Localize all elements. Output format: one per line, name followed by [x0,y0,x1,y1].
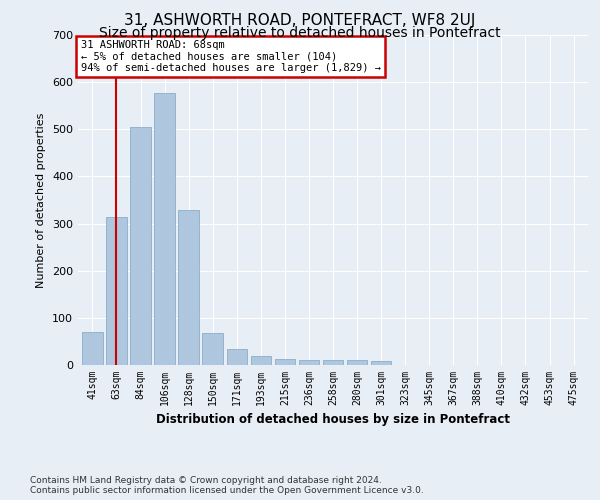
Text: Contains HM Land Registry data © Crown copyright and database right 2024.
Contai: Contains HM Land Registry data © Crown c… [30,476,424,495]
Bar [227,348,247,365]
Bar [371,361,391,365]
Bar [299,360,319,365]
Bar [347,360,367,365]
Bar [154,92,175,365]
Text: 31, ASHWORTH ROAD, PONTEFRACT, WF8 2UJ: 31, ASHWORTH ROAD, PONTEFRACT, WF8 2UJ [124,12,476,28]
Text: Size of property relative to detached houses in Pontefract: Size of property relative to detached ho… [99,26,501,40]
Bar [82,332,103,365]
Text: 31 ASHWORTH ROAD: 68sqm
← 5% of detached houses are smaller (104)
94% of semi-de: 31 ASHWORTH ROAD: 68sqm ← 5% of detached… [80,40,380,73]
Bar [275,359,295,365]
Bar [130,127,151,365]
Bar [323,360,343,365]
X-axis label: Distribution of detached houses by size in Pontefract: Distribution of detached houses by size … [156,414,510,426]
Y-axis label: Number of detached properties: Number of detached properties [37,112,46,288]
Bar [178,210,199,365]
Bar [106,218,127,365]
Bar [251,356,271,365]
Bar [202,333,223,365]
